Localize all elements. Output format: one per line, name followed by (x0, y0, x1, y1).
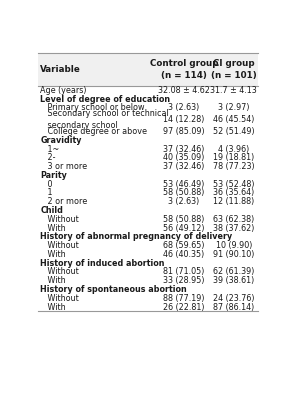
Text: CI group
(n = 101): CI group (n = 101) (211, 59, 257, 80)
Text: 4 (3.96): 4 (3.96) (218, 145, 249, 154)
Text: Parity: Parity (40, 171, 67, 180)
Text: 3 (2.97): 3 (2.97) (218, 103, 249, 112)
Text: College degree or above: College degree or above (40, 127, 147, 136)
Text: Without: Without (40, 294, 79, 303)
Text: 3 (2.63): 3 (2.63) (168, 103, 200, 112)
Text: Primary school or below: Primary school or below (40, 103, 145, 112)
Text: 46 (45.54): 46 (45.54) (213, 115, 255, 124)
Text: Child: Child (40, 206, 63, 215)
Text: 36 (35.64): 36 (35.64) (213, 188, 254, 198)
Text: Without: Without (40, 241, 79, 250)
Text: 63 (62.38): 63 (62.38) (213, 215, 254, 224)
Text: 31.7 ± 4.13: 31.7 ± 4.13 (210, 86, 257, 95)
Text: Gravidity: Gravidity (40, 136, 82, 145)
Text: 26 (22.81): 26 (22.81) (163, 303, 205, 312)
Text: 58 (50.88): 58 (50.88) (163, 215, 205, 224)
Text: 97 (85.09): 97 (85.09) (163, 127, 205, 136)
Text: 37 (32.46): 37 (32.46) (163, 162, 205, 171)
Text: 56 (49.12): 56 (49.12) (163, 224, 205, 233)
Text: History of induced abortion: History of induced abortion (40, 259, 165, 268)
Text: History of spontaneous abortion: History of spontaneous abortion (40, 285, 187, 294)
Text: Secondary school or technical
   secondary school: Secondary school or technical secondary … (40, 110, 169, 130)
Text: With: With (40, 303, 66, 312)
Text: 24 (23.76): 24 (23.76) (213, 294, 255, 303)
Text: 39 (38.61): 39 (38.61) (213, 276, 254, 285)
Text: 19 (18.81): 19 (18.81) (213, 153, 254, 162)
Text: 53 (52.48): 53 (52.48) (213, 180, 255, 189)
Text: With: With (40, 276, 66, 285)
Text: 33 (28.95): 33 (28.95) (163, 276, 205, 285)
Text: 3 (2.63): 3 (2.63) (168, 197, 200, 206)
Text: 37 (32.46): 37 (32.46) (163, 145, 205, 154)
Text: 0: 0 (40, 180, 53, 189)
Text: 3 or more: 3 or more (40, 162, 87, 171)
Text: 87 (86.14): 87 (86.14) (213, 303, 254, 312)
Text: With: With (40, 250, 66, 259)
Text: 12 (11.88): 12 (11.88) (213, 197, 254, 206)
Text: 53 (46.49): 53 (46.49) (163, 180, 205, 189)
Text: Without: Without (40, 268, 79, 276)
Text: 46 (40.35): 46 (40.35) (163, 250, 205, 259)
Text: 10 (9.90): 10 (9.90) (216, 241, 252, 250)
Text: 40 (35.09): 40 (35.09) (163, 153, 205, 162)
Text: 68 (59.65): 68 (59.65) (163, 241, 205, 250)
Text: 81 (71.05): 81 (71.05) (163, 268, 205, 276)
Text: Without: Without (40, 215, 79, 224)
Text: With: With (40, 224, 66, 233)
Text: 14 (12.28): 14 (12.28) (163, 115, 205, 124)
Text: 1: 1 (40, 188, 53, 198)
Text: Variable: Variable (40, 65, 81, 74)
Text: 32.08 ± 4.62: 32.08 ± 4.62 (158, 86, 210, 95)
Text: 2-: 2- (40, 153, 56, 162)
Text: 88 (77.19): 88 (77.19) (163, 294, 205, 303)
Text: 62 (61.39): 62 (61.39) (213, 268, 255, 276)
Bar (38, 53, 258, 86)
Text: Age (years): Age (years) (40, 86, 87, 95)
Text: 91 (90.10): 91 (90.10) (213, 250, 255, 259)
Text: 58 (50.88): 58 (50.88) (163, 188, 205, 198)
Text: 2 or more: 2 or more (40, 197, 87, 206)
Text: 38 (37.62): 38 (37.62) (213, 224, 255, 233)
Text: 1~: 1~ (40, 145, 60, 154)
Text: Control group
(n = 114): Control group (n = 114) (150, 59, 218, 80)
Text: History of abnormal pregnancy of delivery: History of abnormal pregnancy of deliver… (40, 232, 232, 241)
Text: Level of degree of education: Level of degree of education (40, 94, 170, 104)
Text: 78 (77.23): 78 (77.23) (213, 162, 255, 171)
Text: 52 (51.49): 52 (51.49) (213, 127, 255, 136)
